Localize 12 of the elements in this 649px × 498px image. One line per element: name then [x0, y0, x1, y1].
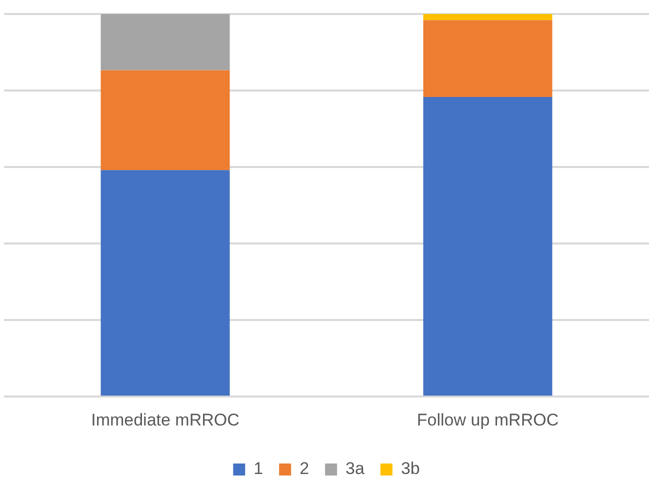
legend-label: 3b [400, 459, 420, 478]
bar [100, 70, 230, 170]
x-tick-label: Immediate mRROC [91, 410, 240, 430]
bar [423, 20, 552, 98]
bar [100, 14, 230, 70]
bar [100, 170, 230, 396]
x-tick-label: Follow up mRROC [416, 410, 559, 430]
bar [423, 97, 552, 396]
bar [423, 14, 552, 20]
legend-label: 1 [254, 459, 264, 478]
legend-label: 2 [300, 459, 310, 478]
legend-label: 3a [346, 459, 365, 478]
